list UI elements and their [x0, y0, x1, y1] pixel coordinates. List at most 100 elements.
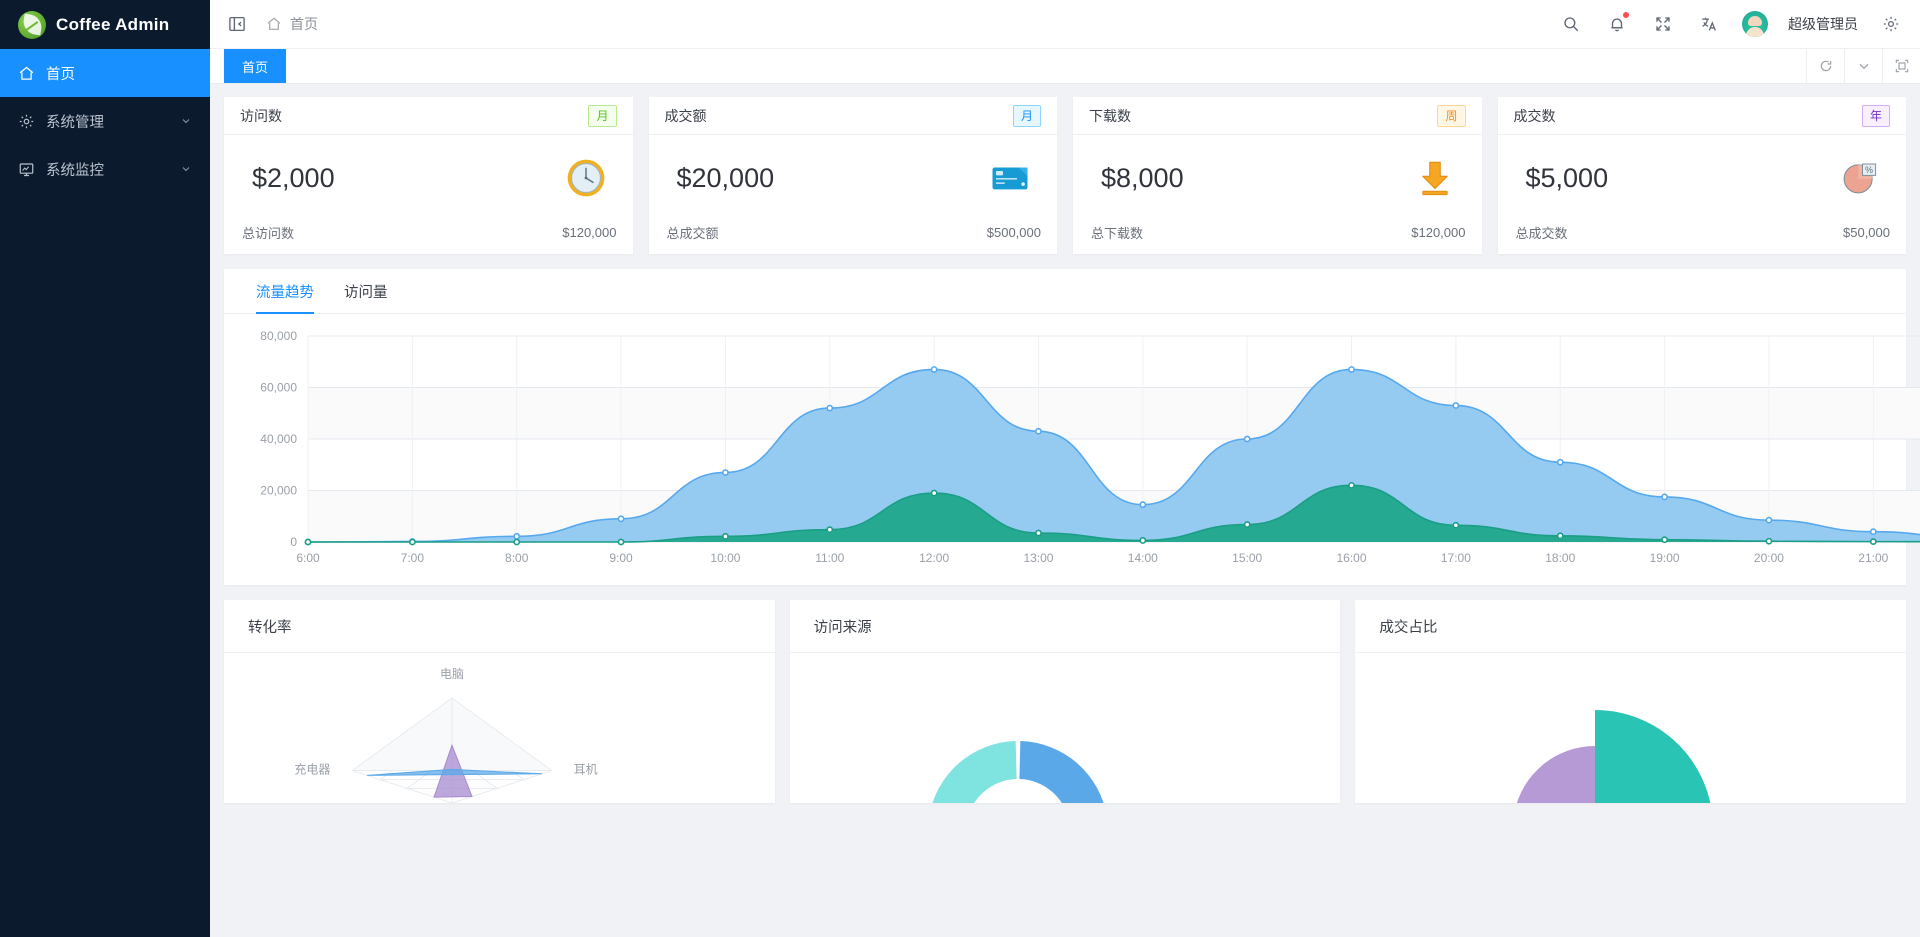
stat-card-value: $2,000	[252, 162, 335, 193]
svg-text:12:00: 12:00	[919, 551, 949, 565]
stat-card-value: $5,000	[1525, 162, 1609, 193]
svg-text:11:00: 11:00	[815, 551, 844, 565]
stat-card-foot-label: 总访问数	[242, 226, 295, 241]
sidebar-item-system-monitor[interactable]: 系统监控	[0, 145, 210, 193]
download-icon	[1414, 157, 1456, 199]
rose-chart-body: 电子产品化妆品	[1355, 653, 1906, 803]
svg-text:20,000: 20,000	[260, 484, 297, 498]
svg-text:80,000: 80,000	[260, 329, 297, 343]
notification-badge	[1623, 12, 1629, 18]
stat-card-value: $8,000	[1101, 162, 1184, 193]
status-badge: 月	[1012, 104, 1041, 127]
stat-card-foot-value: $500,000	[986, 225, 1041, 240]
svg-text:6:00: 6:00	[296, 551, 320, 565]
visit-source-donut-chart[interactable]	[790, 653, 1245, 803]
sidebar-item-system-management-label: 系统管理	[46, 114, 104, 131]
tab-bar: 首页	[210, 49, 1920, 84]
breadcrumb: 首页	[266, 14, 318, 34]
sidebar-item-home-label: 首页	[46, 66, 75, 83]
maximize-icon[interactable]	[1882, 49, 1920, 83]
stat-card-foot-label: 总下载数	[1091, 226, 1144, 241]
username-label[interactable]: 超级管理员	[1788, 16, 1858, 32]
stat-card-value: $20,000	[676, 162, 775, 193]
sidebar-menu: 首页 系统管理	[0, 49, 210, 193]
trend-tabs: 流量趋势 访问量	[224, 269, 1906, 314]
panel-title: 转化率	[248, 619, 292, 636]
tab-home[interactable]: 首页	[224, 49, 287, 83]
main-region: 首页	[210, 0, 1920, 937]
fullscreen-icon[interactable]	[1650, 11, 1676, 37]
svg-text:14:00: 14:00	[1128, 551, 1158, 565]
donut-chart-body	[790, 653, 1341, 803]
brand-name: Coffee Admin	[56, 14, 170, 34]
svg-text:60,000: 60,000	[260, 381, 297, 395]
svg-text:电脑: 电脑	[440, 667, 464, 681]
bell-icon[interactable]	[1604, 11, 1630, 37]
leaf-logo-icon	[18, 10, 46, 39]
sidebar-item-system-management[interactable]: 系统管理	[0, 97, 210, 145]
svg-text:16:00: 16:00	[1337, 551, 1367, 565]
stat-card-visits: 访问数 月 $2,000	[224, 97, 633, 254]
home-icon	[266, 16, 282, 32]
credit-card-icon	[989, 157, 1031, 199]
monitor-icon	[18, 161, 35, 178]
status-badge: 月	[588, 104, 617, 127]
translate-icon[interactable]	[1696, 11, 1722, 37]
trend-panel: 流量趋势 访问量 0 20,000 40,000 60,000 80,000 6:00 7:…	[224, 269, 1920, 585]
stat-card-foot-value: $50,000	[1843, 225, 1890, 240]
status-badge: 周	[1437, 104, 1466, 127]
panel-title: 成交占比	[1379, 619, 1438, 636]
svg-text:7:00: 7:00	[401, 551, 425, 565]
svg-text:40,000: 40,000	[260, 432, 297, 446]
sidebar-item-system-monitor-label: 系统监控	[46, 162, 104, 179]
bottom-charts-row: 转化率 电脑耳机 充电器 访问来源 成交占比	[224, 600, 1907, 803]
svg-text:18:00: 18:00	[1545, 551, 1575, 565]
svg-text:15:00: 15:00	[1232, 551, 1262, 565]
panel-conversion-rate: 转化率 电脑耳机 充电器	[224, 600, 775, 803]
avatar[interactable]	[1742, 11, 1768, 37]
chevron-down-icon[interactable]	[1844, 49, 1882, 83]
stat-cards-row: 访问数 月 $2,000	[224, 97, 1906, 254]
content-area: 访问数 月 $2,000	[210, 84, 1920, 937]
gear-icon	[18, 113, 35, 130]
radar-chart-body: 电脑耳机 充电器	[224, 653, 775, 803]
tab-visits[interactable]: 访问量	[344, 284, 388, 301]
transaction-share-rose-chart[interactable]: 电子产品化妆品	[1355, 653, 1810, 803]
stat-card-turnover: 成交额 月 $20,000	[648, 97, 1057, 254]
svg-text:10:00: 10:00	[710, 551, 740, 565]
search-icon[interactable]	[1558, 11, 1584, 37]
svg-text:9:00: 9:00	[609, 551, 633, 565]
panel-visit-source: 访问来源	[789, 600, 1341, 803]
stat-card-foot-label: 总成交数	[1515, 226, 1568, 241]
stat-card-foot-value: $120,000	[1411, 225, 1466, 240]
menu-fold-icon[interactable]	[224, 11, 250, 37]
panel-transaction-share: 成交占比 电子产品化妆品	[1355, 600, 1907, 803]
stat-card-foot-value: $120,000	[562, 225, 617, 240]
brand-header[interactable]: Coffee Admin	[0, 0, 210, 49]
breadcrumb-label[interactable]: 首页	[290, 16, 318, 32]
refresh-icon[interactable]	[1806, 49, 1844, 83]
chevron-down-icon	[180, 115, 192, 127]
stat-card-title: 下载数	[1089, 107, 1131, 124]
chevron-down-icon	[180, 163, 192, 175]
sidebar: Coffee Admin 首页 系统管理	[0, 0, 210, 937]
stat-card-foot-label: 总成交额	[666, 226, 719, 241]
svg-text:8:00: 8:00	[505, 551, 529, 565]
svg-text:充电器: 充电器	[294, 762, 330, 777]
svg-text:耳机: 耳机	[574, 763, 598, 777]
sidebar-item-home[interactable]: 首页	[0, 49, 210, 97]
tab-traffic-trend[interactable]: 流量趋势	[256, 269, 314, 314]
svg-text:20:00: 20:00	[1754, 551, 1784, 565]
svg-text:13:00: 13:00	[1023, 551, 1053, 565]
stat-card-downloads: 下载数 周 $8,000	[1073, 97, 1482, 254]
svg-text:0: 0	[290, 535, 297, 549]
gear-icon[interactable]	[1878, 11, 1904, 37]
traffic-trend-chart[interactable]: 0 20,000 40,000 60,000 80,000 6:00 7:00 8:00 9:0…	[240, 324, 1920, 576]
svg-text:21:00: 21:00	[1858, 551, 1888, 565]
top-bar: 首页	[210, 0, 1920, 49]
trend-chart-wrap: 0 20,000 40,000 60,000 80,000 6:00 7:00 8:00 9:0…	[224, 314, 1920, 585]
stat-card-title: 成交额	[664, 107, 707, 124]
stat-card-transactions: 成交数 年 $5,000 %	[1497, 97, 1906, 254]
